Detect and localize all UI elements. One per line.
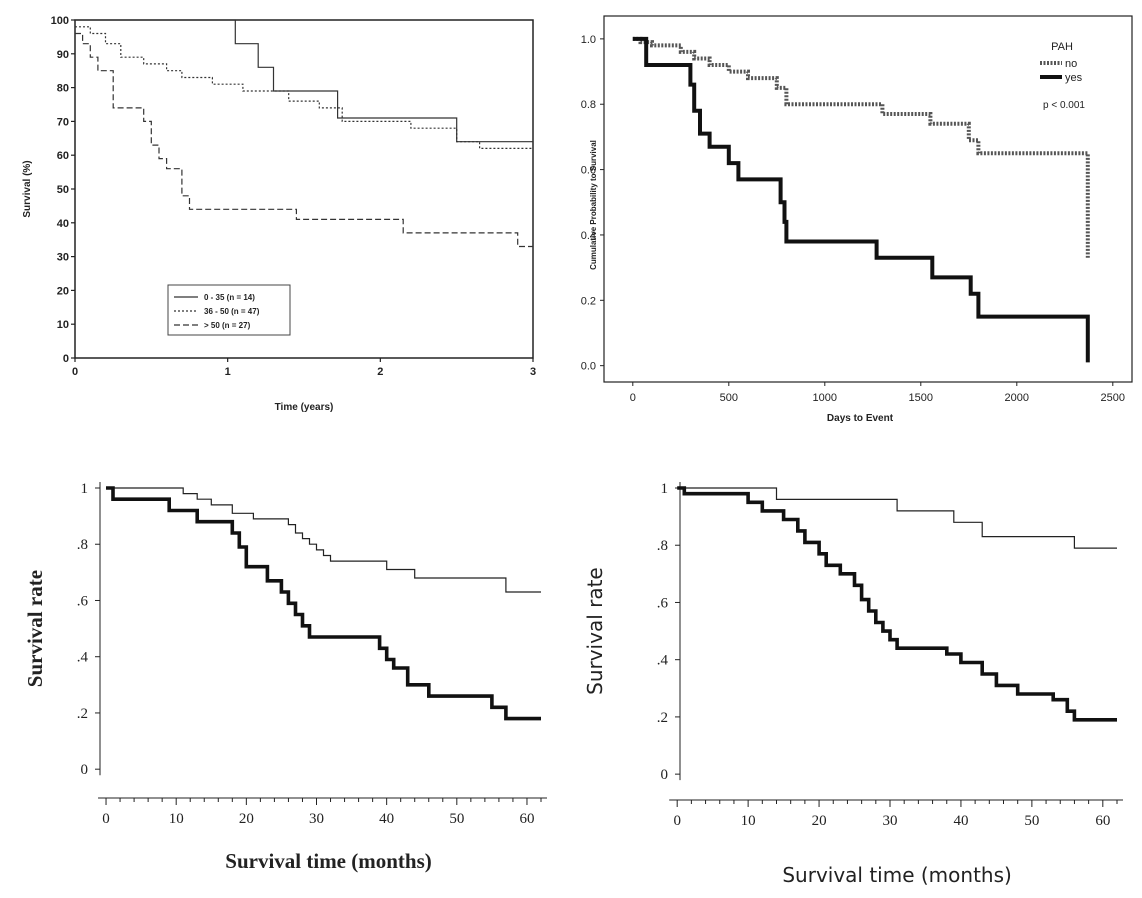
chart-pah: 0.0 0.2 0.4 0.6 0.8 1.0 0 500 1000 1500 2000 2500 Da…	[581, 15, 1133, 424]
y-tick-label: 1.0	[581, 34, 596, 46]
p-value-annotation: p < 0.001	[1043, 100, 1085, 111]
y-tick-label: .8	[77, 537, 88, 553]
y-tick-label: 100	[51, 15, 69, 27]
x-axis-label: Time (years)	[275, 402, 334, 413]
y-tick-label: 0	[81, 762, 89, 778]
x-tick-label: 2500	[1101, 392, 1125, 404]
y-tick-label: 0	[661, 767, 669, 783]
x-tick-label: 40	[953, 813, 968, 829]
x-tick-label: 2000	[1005, 392, 1029, 404]
y-tick-label: .6	[77, 593, 89, 609]
x-tick-label: 50	[1024, 813, 1039, 829]
series-line	[632, 36, 1090, 258]
series-line	[75, 32, 533, 248]
y-tick-label: .4	[657, 653, 669, 669]
legend-box	[167, 284, 291, 336]
legend-entry: 36 - 50 (n = 47)	[204, 307, 260, 316]
x-tick-label: 60	[519, 811, 534, 827]
series-line	[106, 486, 541, 721]
y-tick-label: .4	[77, 650, 89, 666]
y-tick-label: 90	[57, 49, 69, 61]
x-axis-label: Survival time (months)	[225, 849, 432, 873]
y-tick-label: 60	[57, 150, 69, 162]
x-tick-label: 30	[309, 811, 324, 827]
legend-entry: yes	[1065, 72, 1083, 84]
x-tick-label: 20	[812, 813, 827, 829]
y-tick-label: .8	[657, 538, 668, 554]
x-tick-label: 3	[530, 366, 536, 378]
series-line	[677, 487, 1117, 549]
y-tick-label: 0.4	[581, 230, 596, 242]
x-tick-label: 40	[379, 811, 394, 827]
legend-entry: 0 - 35 (n = 14)	[204, 293, 255, 302]
y-tick-label: 20	[57, 285, 69, 297]
y-tick-label: 0.2	[581, 295, 596, 307]
x-tick-label: 2	[377, 366, 383, 378]
y-tick-label: 30	[57, 252, 69, 264]
plot-frame	[74, 19, 534, 359]
legend-title: PAH	[1051, 41, 1073, 53]
x-tick-label: 0	[102, 811, 110, 827]
x-tick-label: 1000	[813, 392, 837, 404]
legend-entry: no	[1065, 58, 1077, 70]
series-line	[632, 36, 1090, 363]
y-tick-label: 0.6	[581, 165, 596, 177]
x-tick-label: 500	[720, 392, 738, 404]
y-tick-label: 80	[57, 83, 69, 95]
x-tick-label: 10	[741, 813, 756, 829]
x-axis-label: Days to Event	[827, 413, 894, 424]
x-tick-label: 0	[673, 813, 681, 829]
x-tick-label: 50	[449, 811, 464, 827]
y-tick-label: 40	[57, 218, 69, 230]
legend-entry: > 50 (n = 27)	[204, 321, 251, 330]
y-axis-label: Survival rate	[583, 567, 607, 695]
x-tick-label: 1500	[909, 392, 933, 404]
x-tick-label: 10	[169, 811, 184, 827]
y-axis-label: Survival (%)	[22, 160, 33, 217]
x-tick-label: 60	[1095, 813, 1110, 829]
y-tick-label: .2	[77, 706, 88, 722]
y-axis-label: Survival rate	[23, 570, 47, 687]
y-tick-label: 10	[57, 319, 69, 331]
y-tick-label: 50	[57, 184, 69, 196]
series-line	[106, 487, 541, 593]
y-tick-label: .6	[657, 595, 669, 611]
x-tick-label: 20	[239, 811, 254, 827]
y-tick-label: 1	[81, 481, 89, 497]
x-axis-label: Survival time (months)	[782, 863, 1011, 887]
y-tick-label: 0.0	[581, 361, 596, 373]
series-line	[75, 26, 533, 149]
x-tick-label: 0	[630, 392, 636, 404]
x-tick-label: 1	[225, 366, 231, 378]
y-tick-label: .2	[657, 710, 668, 726]
chart-age-groups: 0 10 20 30 40 50 60 70 80 90 100 0 1 2 3 Time (years) Su…	[22, 15, 536, 413]
x-tick-label: 0	[72, 366, 78, 378]
y-axis-label: Cumulative Probability to Survival	[589, 140, 598, 270]
y-tick-label: 1	[661, 481, 669, 497]
x-tick-label: 30	[883, 813, 898, 829]
series-line	[677, 486, 1117, 722]
series-line	[75, 19, 533, 143]
plot-frame	[603, 15, 1133, 383]
y-tick-label: 0	[63, 353, 69, 365]
y-tick-label: 0.8	[581, 99, 596, 111]
y-tick-label: 70	[57, 116, 69, 128]
